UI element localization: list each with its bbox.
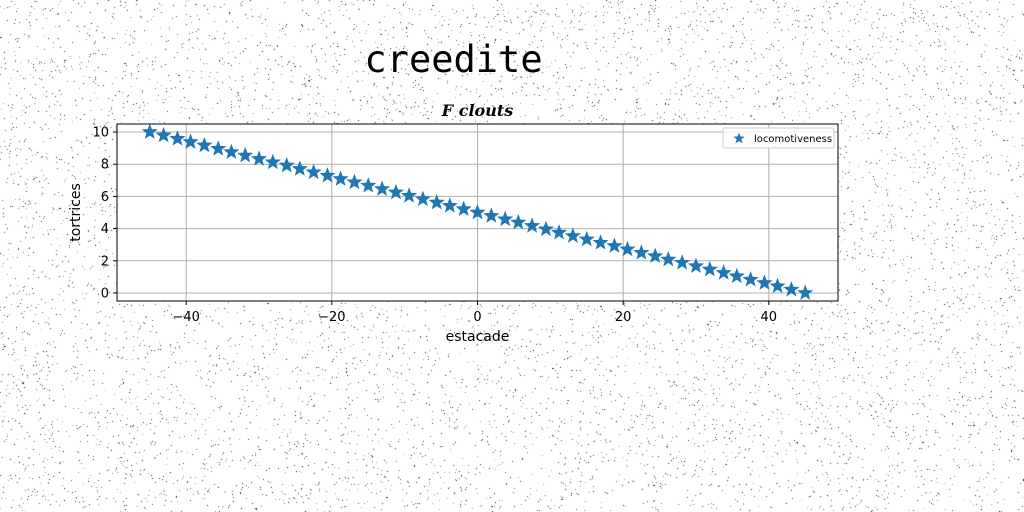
y-tick-label: 6 xyxy=(101,190,109,205)
data-point xyxy=(497,210,514,227)
y-tick-label: 2 xyxy=(101,254,109,269)
data-point xyxy=(182,133,199,149)
data-point xyxy=(564,227,581,243)
data-point xyxy=(606,237,623,253)
legend: locomotiveness xyxy=(722,127,835,149)
data-point xyxy=(674,254,691,270)
data-point xyxy=(264,153,281,170)
data-point xyxy=(769,277,786,294)
data-point xyxy=(346,173,363,190)
data-point xyxy=(715,264,732,280)
y-tick-label: 8 xyxy=(101,158,109,173)
x-axis-label: estacade xyxy=(446,329,510,345)
data-point xyxy=(469,204,486,220)
data-points xyxy=(141,123,814,300)
y-tick-label: 0 xyxy=(101,286,109,301)
data-point xyxy=(319,167,336,183)
x-tick-label: 20 xyxy=(615,310,632,325)
legend-entry-label: locomotiveness xyxy=(754,134,832,145)
data-point xyxy=(305,163,322,180)
data-point xyxy=(537,220,555,237)
figure-suptitle: creedite xyxy=(364,38,543,81)
legend-box xyxy=(722,127,835,149)
data-point xyxy=(742,271,759,287)
data-point xyxy=(619,240,636,257)
data-point xyxy=(414,190,431,207)
data-point xyxy=(374,180,391,196)
x-tick-label: 0 xyxy=(473,310,481,325)
chart-title: F clouts xyxy=(441,101,513,120)
y-tick-label: 4 xyxy=(101,222,109,237)
data-point xyxy=(756,274,773,290)
data-point xyxy=(428,194,445,210)
grid xyxy=(117,124,838,301)
data-point xyxy=(578,230,595,247)
data-point xyxy=(400,187,418,203)
data-point xyxy=(169,130,186,146)
x-tick-label: 40 xyxy=(761,310,778,325)
data-point xyxy=(332,170,349,186)
data-point xyxy=(647,247,664,263)
data-point xyxy=(210,140,227,156)
y-axis-label: tortrices xyxy=(68,183,84,242)
data-point xyxy=(728,267,745,284)
legend-star-icon xyxy=(733,132,745,144)
data-point xyxy=(250,150,268,166)
data-point xyxy=(524,217,541,233)
data-point xyxy=(455,200,472,216)
data-point xyxy=(592,234,609,250)
data-point xyxy=(278,157,295,173)
x-tick-label: −40 xyxy=(172,310,199,325)
data-point xyxy=(223,143,240,160)
data-point xyxy=(701,260,718,277)
y-tick-label: 10 xyxy=(92,126,109,141)
data-point xyxy=(155,126,172,143)
data-point xyxy=(633,244,650,260)
data-point xyxy=(483,207,500,223)
data-point xyxy=(510,213,527,230)
data-point xyxy=(797,284,814,300)
data-point xyxy=(291,160,308,176)
data-point xyxy=(387,183,405,200)
data-point xyxy=(141,123,158,139)
data-point xyxy=(360,177,377,193)
data-point xyxy=(196,136,213,153)
data-point xyxy=(550,224,568,240)
data-point xyxy=(687,257,705,273)
axis-ticks: −40 −20 0 20 40 0 2 4 6 8 10 xyxy=(92,126,777,325)
x-tick-label: −20 xyxy=(318,310,345,325)
data-point xyxy=(441,197,458,213)
data-point xyxy=(660,250,677,267)
data-point xyxy=(237,147,254,163)
data-point xyxy=(783,281,800,297)
